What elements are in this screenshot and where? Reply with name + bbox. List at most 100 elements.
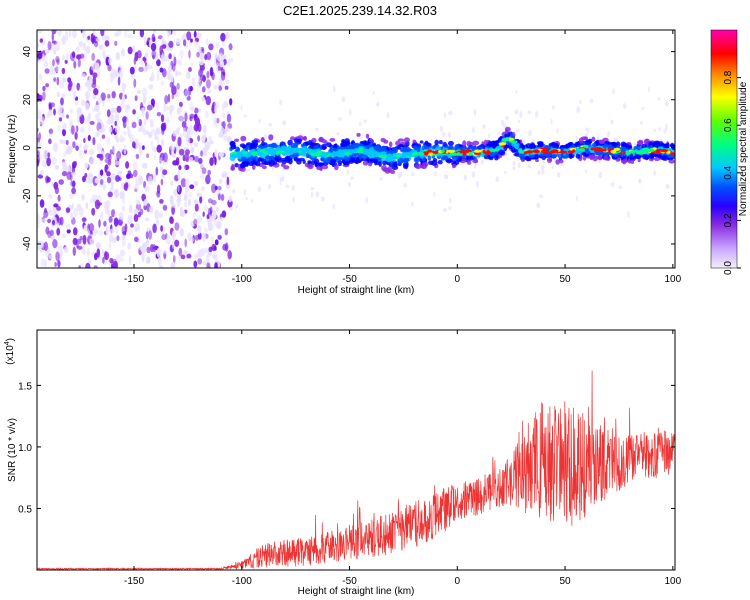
noise-speckle bbox=[200, 163, 204, 169]
ridge-cell bbox=[261, 158, 267, 165]
noise-speckle bbox=[138, 66, 144, 73]
noise-speckle bbox=[96, 68, 101, 78]
noise-speckle bbox=[213, 246, 217, 251]
noise-speckle bbox=[607, 130, 610, 138]
noise-speckle bbox=[105, 35, 110, 41]
noise-speckle bbox=[52, 239, 58, 249]
noise-speckle bbox=[98, 44, 103, 50]
noise-speckle bbox=[212, 253, 218, 260]
noise-speckle bbox=[131, 121, 137, 129]
ridge-cell bbox=[285, 156, 291, 162]
ridge-cell bbox=[669, 154, 675, 158]
noise-speckle bbox=[190, 38, 193, 43]
noise-speckle bbox=[89, 197, 93, 204]
noise-speckle bbox=[198, 157, 203, 165]
noise-speckle bbox=[618, 185, 623, 189]
noise-speckle bbox=[358, 121, 362, 126]
noise-speckle bbox=[349, 109, 352, 116]
noise-speckle bbox=[117, 219, 123, 226]
noise-speckle bbox=[69, 80, 73, 88]
ridge-cell bbox=[232, 142, 236, 147]
ridge-core-cell bbox=[456, 152, 461, 156]
noise-speckle bbox=[183, 39, 187, 47]
noise-speckle bbox=[116, 235, 120, 242]
noise-speckle bbox=[310, 187, 315, 191]
noise-speckle bbox=[168, 40, 174, 49]
noise-speckle bbox=[550, 118, 553, 125]
noise-speckle bbox=[116, 150, 122, 160]
noise-speckle bbox=[197, 224, 202, 234]
noise-speckle bbox=[201, 186, 205, 192]
noise-speckle bbox=[137, 199, 140, 205]
noise-speckle bbox=[51, 32, 54, 42]
ridge-cell bbox=[382, 160, 388, 166]
noise-speckle bbox=[82, 245, 86, 256]
noise-speckle bbox=[48, 194, 53, 199]
noise-speckle bbox=[228, 57, 234, 63]
noise-speckle bbox=[193, 180, 199, 187]
noise-speckle bbox=[448, 131, 451, 139]
y-tick-label: 1.5 bbox=[18, 381, 32, 392]
ridge-cell bbox=[622, 146, 627, 153]
noise-speckle bbox=[163, 250, 168, 255]
ridge-cell bbox=[337, 160, 344, 164]
noise-speckle bbox=[160, 80, 164, 87]
noise-speckle bbox=[37, 109, 42, 120]
noise-speckle bbox=[52, 58, 55, 67]
noise-speckle bbox=[109, 149, 113, 155]
noise-speckle bbox=[148, 230, 153, 240]
noise-speckle bbox=[208, 224, 214, 231]
noise-speckle bbox=[76, 238, 82, 245]
noise-speckle bbox=[76, 46, 80, 53]
ridge-core-cell bbox=[411, 152, 418, 156]
noise-speckle bbox=[110, 173, 117, 181]
noise-speckle bbox=[93, 88, 99, 96]
noise-speckle bbox=[473, 164, 477, 169]
noise-speckle bbox=[145, 111, 149, 120]
ridge-cell bbox=[342, 160, 349, 166]
noise-speckle bbox=[37, 52, 43, 60]
noise-speckle bbox=[527, 163, 532, 169]
noise-speckle bbox=[193, 30, 197, 38]
ridge-core-cell bbox=[629, 150, 636, 154]
noise-speckle bbox=[205, 38, 209, 46]
ridge-core-cell bbox=[540, 149, 547, 154]
noise-speckle bbox=[46, 176, 51, 183]
ridge-core-cell bbox=[518, 150, 526, 154]
noise-speckle bbox=[585, 169, 588, 174]
noise-speckle bbox=[193, 40, 198, 48]
noise-speckle bbox=[92, 72, 98, 79]
noise-speckle bbox=[160, 139, 165, 147]
noise-speckle bbox=[202, 261, 208, 266]
noise-speckle bbox=[114, 40, 118, 47]
ridge-cell bbox=[518, 153, 525, 158]
noise-speckle bbox=[80, 73, 86, 78]
ridge-cell bbox=[330, 158, 336, 164]
ridge-cell bbox=[331, 161, 336, 167]
noise-speckle bbox=[98, 129, 103, 134]
y-tick-label: -20 bbox=[22, 188, 33, 203]
noise-speckle bbox=[160, 225, 164, 232]
noise-speckle bbox=[66, 223, 71, 231]
noise-speckle bbox=[63, 151, 67, 157]
noise-speckle bbox=[145, 239, 150, 246]
noise-speckle bbox=[220, 80, 225, 88]
noise-speckle bbox=[61, 93, 66, 99]
noise-speckle bbox=[216, 220, 222, 230]
noise-speckle bbox=[92, 137, 96, 146]
ridge-cell bbox=[438, 140, 443, 145]
noise-speckle bbox=[76, 54, 82, 60]
noise-speckle bbox=[196, 51, 200, 58]
noise-speckle bbox=[540, 164, 545, 171]
ridge-cell bbox=[653, 157, 661, 162]
ridge-cell bbox=[598, 139, 606, 145]
noise-speckle bbox=[214, 156, 217, 166]
noise-speckle bbox=[55, 40, 61, 50]
y-tick-label: 0 bbox=[22, 145, 33, 151]
noise-speckle bbox=[94, 199, 101, 210]
noise-speckle bbox=[169, 216, 174, 224]
noise-speckle bbox=[37, 42, 40, 48]
noise-speckle bbox=[202, 211, 205, 217]
noise-speckle bbox=[179, 227, 184, 237]
noise-speckle bbox=[541, 159, 545, 164]
